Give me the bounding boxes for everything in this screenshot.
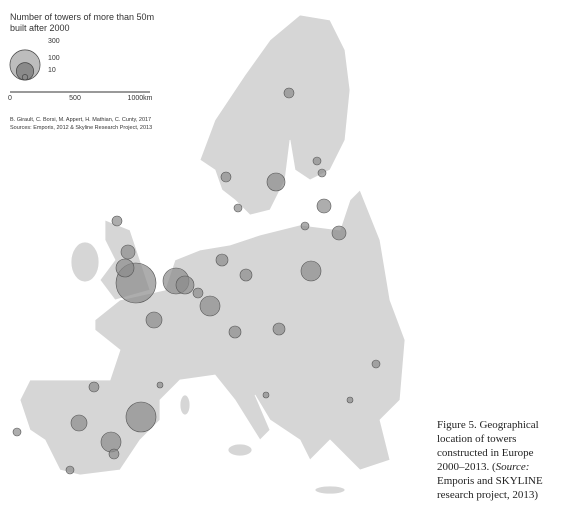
caption-line: research project, 2013) [437, 489, 538, 501]
legend-title: Number of towers of more than 50m [10, 12, 154, 22]
caption-line: Figure 5. Geographical [437, 419, 539, 431]
caption-line: 2000–2013. (Source: [437, 461, 529, 473]
credits: Sources: Emporis, 2012 & Skyline Researc… [10, 125, 152, 131]
caption: Figure 5. Geographical location of tower… [437, 419, 543, 501]
legend-circles: 300 100 10 [9, 38, 60, 81]
caption-line: location of towers [437, 433, 516, 445]
scale-label: 0 [8, 95, 12, 102]
caption-text: 2000–2013. ( [437, 461, 496, 473]
legend-circle [21, 74, 29, 81]
scale-label: 1000km [128, 95, 153, 102]
legend-size-label: 100 [48, 55, 60, 62]
legend-size-label: 300 [48, 38, 60, 45]
caption-line: constructed in Europe [437, 447, 534, 459]
caption-line: Emporis and SKYLINE [437, 475, 543, 487]
tower-bubbles [12, 87, 381, 475]
legend-title: built after 2000 [10, 23, 70, 33]
legend: Number of towers of more than 50m built … [8, 12, 154, 131]
legend-size-label: 10 [48, 67, 56, 74]
scale-label: 500 [69, 95, 81, 102]
caption-source: Source: [496, 461, 530, 473]
credits: B. Girault, C. Borsi, M. Appert, H. Math… [10, 117, 151, 123]
